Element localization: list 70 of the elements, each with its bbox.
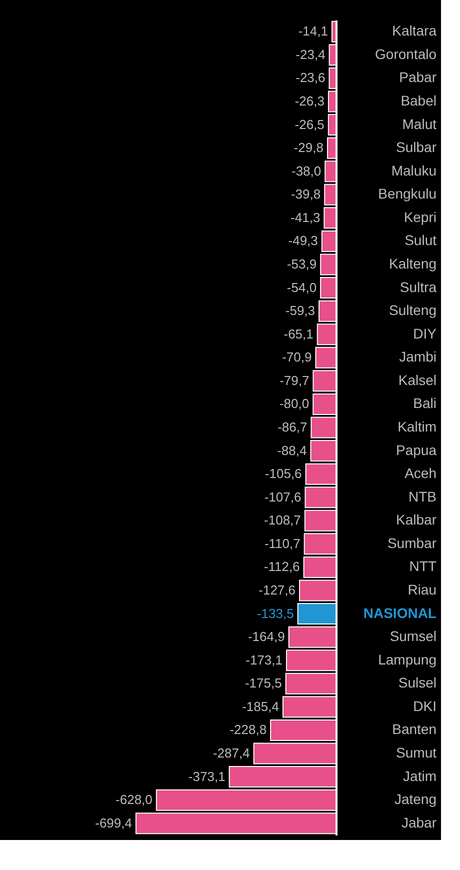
data-label: -175,5 [244,676,282,691]
data-label: -373,1 [188,768,226,784]
y-tick-label: Papua [396,442,437,458]
y-tick-label: NTT [409,558,437,574]
data-label: -105,6 [264,466,302,482]
y-tick-label: Lampung [378,651,436,668]
y-tick-label: Jambi [399,348,436,365]
y-tick-label: Kaltim [398,418,436,434]
y-tick-label: NTB [408,488,436,504]
y-tick-label: Maluku [391,162,436,178]
data-label: -110,7 [264,536,300,551]
y-tick-label: NASIONAL [363,604,437,621]
y-tick-label: DKI [413,698,436,714]
data-label: -185,4 [242,698,279,714]
y-tick-label: Jatim [403,768,436,784]
y-tick-label: Sumbar [387,534,437,551]
y-tick-label: Kalteng [389,256,436,272]
data-label: -23,4 [296,46,326,62]
y-tick-label: Pabar [399,69,437,86]
y-tick-label: Kepri [404,208,436,225]
y-tick-label: Kalsel [398,372,436,388]
y-tick-label: Kalbar [396,512,437,528]
data-label: -39,8 [290,186,321,202]
y-tick-label: Sulteng [389,302,436,318]
data-label: -59,3 [285,303,316,318]
data-label: -29,8 [294,140,324,156]
data-label: -107,6 [264,489,302,504]
data-label: -86,7 [278,420,308,434]
data-label: -54,0 [286,280,317,295]
data-label: -173,1 [246,652,282,668]
y-tick-label: Banten [392,721,436,738]
data-label: -80,0 [279,396,310,412]
data-label: -26,3 [294,94,324,108]
y-tick-label: Jateng [394,791,436,808]
y-tick-label: DIY [413,325,438,342]
y-tick-label: Aceh [404,465,436,482]
data-label: -49,3 [288,233,318,248]
y-tick-label: Sulsel [398,674,436,691]
y-tick-label: Sulbar [396,139,437,156]
data-label: -164,9 [248,629,285,644]
data-label: -79,7 [280,372,310,388]
y-tick-label: Sumsel [390,628,436,644]
data-label: -228,8 [230,722,267,738]
data-label: -23,6 [296,70,326,86]
y-tick-label: Malut [402,116,437,132]
data-label: -628,0 [116,792,152,808]
data-label: -287,4 [212,746,250,760]
y-tick-label: Gorontalo [375,46,437,62]
y-tick-label: Sultra [400,278,437,295]
data-label: -108,7 [264,512,301,528]
data-label: -133,5 [256,606,294,621]
y-tick-label: Bali [413,395,436,412]
y-tick-label: Babel [400,92,436,108]
y-tick-label: Sulut [404,232,437,248]
y-tick-label: Kaltara [392,22,437,39]
data-label: -53,9 [286,256,317,272]
y-tick-label: Bengkulu [378,186,436,202]
y-tick-label: Riau [408,582,436,598]
data-label: -65,1 [284,326,314,342]
data-label: -112,6 [264,559,300,574]
data-label: -699,4 [95,815,132,830]
y-tick-label: Jabar [401,814,437,830]
data-label: -88,4 [277,442,307,458]
y-tick-label: Sumut [396,744,437,760]
data-label: -26,5 [294,116,324,132]
data-label: -41,3 [290,210,320,225]
data-label: -38,0 [291,163,322,178]
data-label: -127,6 [258,582,296,598]
data-label: -70,9 [282,350,312,365]
data-label: -14,1 [298,24,328,39]
